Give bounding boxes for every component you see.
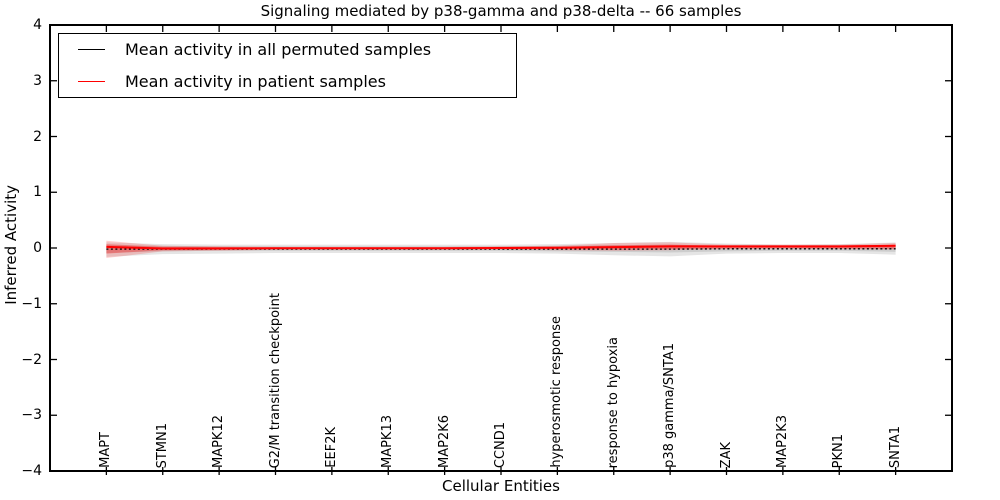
x-axis-label: Cellular Entities [442,477,560,495]
y-tick-label: 2 [33,128,42,145]
x-tick-label: STMN1 [154,422,170,468]
y-tick-label: −3 [21,407,42,424]
x-tick-label: hyperosmotic response [549,316,565,468]
permuted-line-sample-icon [78,49,105,51]
y-tick-label: 1 [33,184,42,201]
x-tick-label: MAPK13 [380,414,396,468]
patient-band-outer [106,240,896,259]
legend-entry-patient: Mean activity in patient samples [59,72,516,91]
y-tick-label: 4 [33,17,42,33]
chart-title: Signaling mediated by p38-gamma and p38-… [260,2,742,20]
x-tick-label: MAP2K6 [436,414,452,468]
x-tick-label: MAPT [98,432,114,468]
x-tick-label: p38 gamma/SNTA1 [662,343,678,468]
legend-entry-permuted: Mean activity in all permuted samples [59,40,516,59]
x-tick-label: response to hypoxia [605,336,621,468]
y-tick-label: 3 [33,72,42,89]
x-tick-label: CCND1 [493,421,508,468]
legend-label-patient: Mean activity in patient samples [125,71,386,91]
legend: Mean activity in all permuted samples Me… [58,33,517,98]
x-tick-label: EEF2K [323,427,339,468]
x-tick-label: MAPK12 [211,414,227,468]
x-tick-label: ZAK [718,441,734,468]
y-tick-label: −1 [21,295,42,312]
x-tick-label: SNTA1 [887,425,903,468]
patient-line-sample-icon [78,80,105,82]
x-tick-label: MAP2K3 [774,414,790,468]
y-tick-label: 0 [33,240,42,256]
series-line-1 [106,244,896,250]
legend-label-permuted: Mean activity in all permuted samples [125,40,432,60]
x-tick-label: PKN1 [831,433,847,468]
y-tick-label: −2 [21,351,42,368]
x-tick-label: G2/M transition checkpoint [267,292,283,468]
y-tick-label: −4 [21,463,42,479]
